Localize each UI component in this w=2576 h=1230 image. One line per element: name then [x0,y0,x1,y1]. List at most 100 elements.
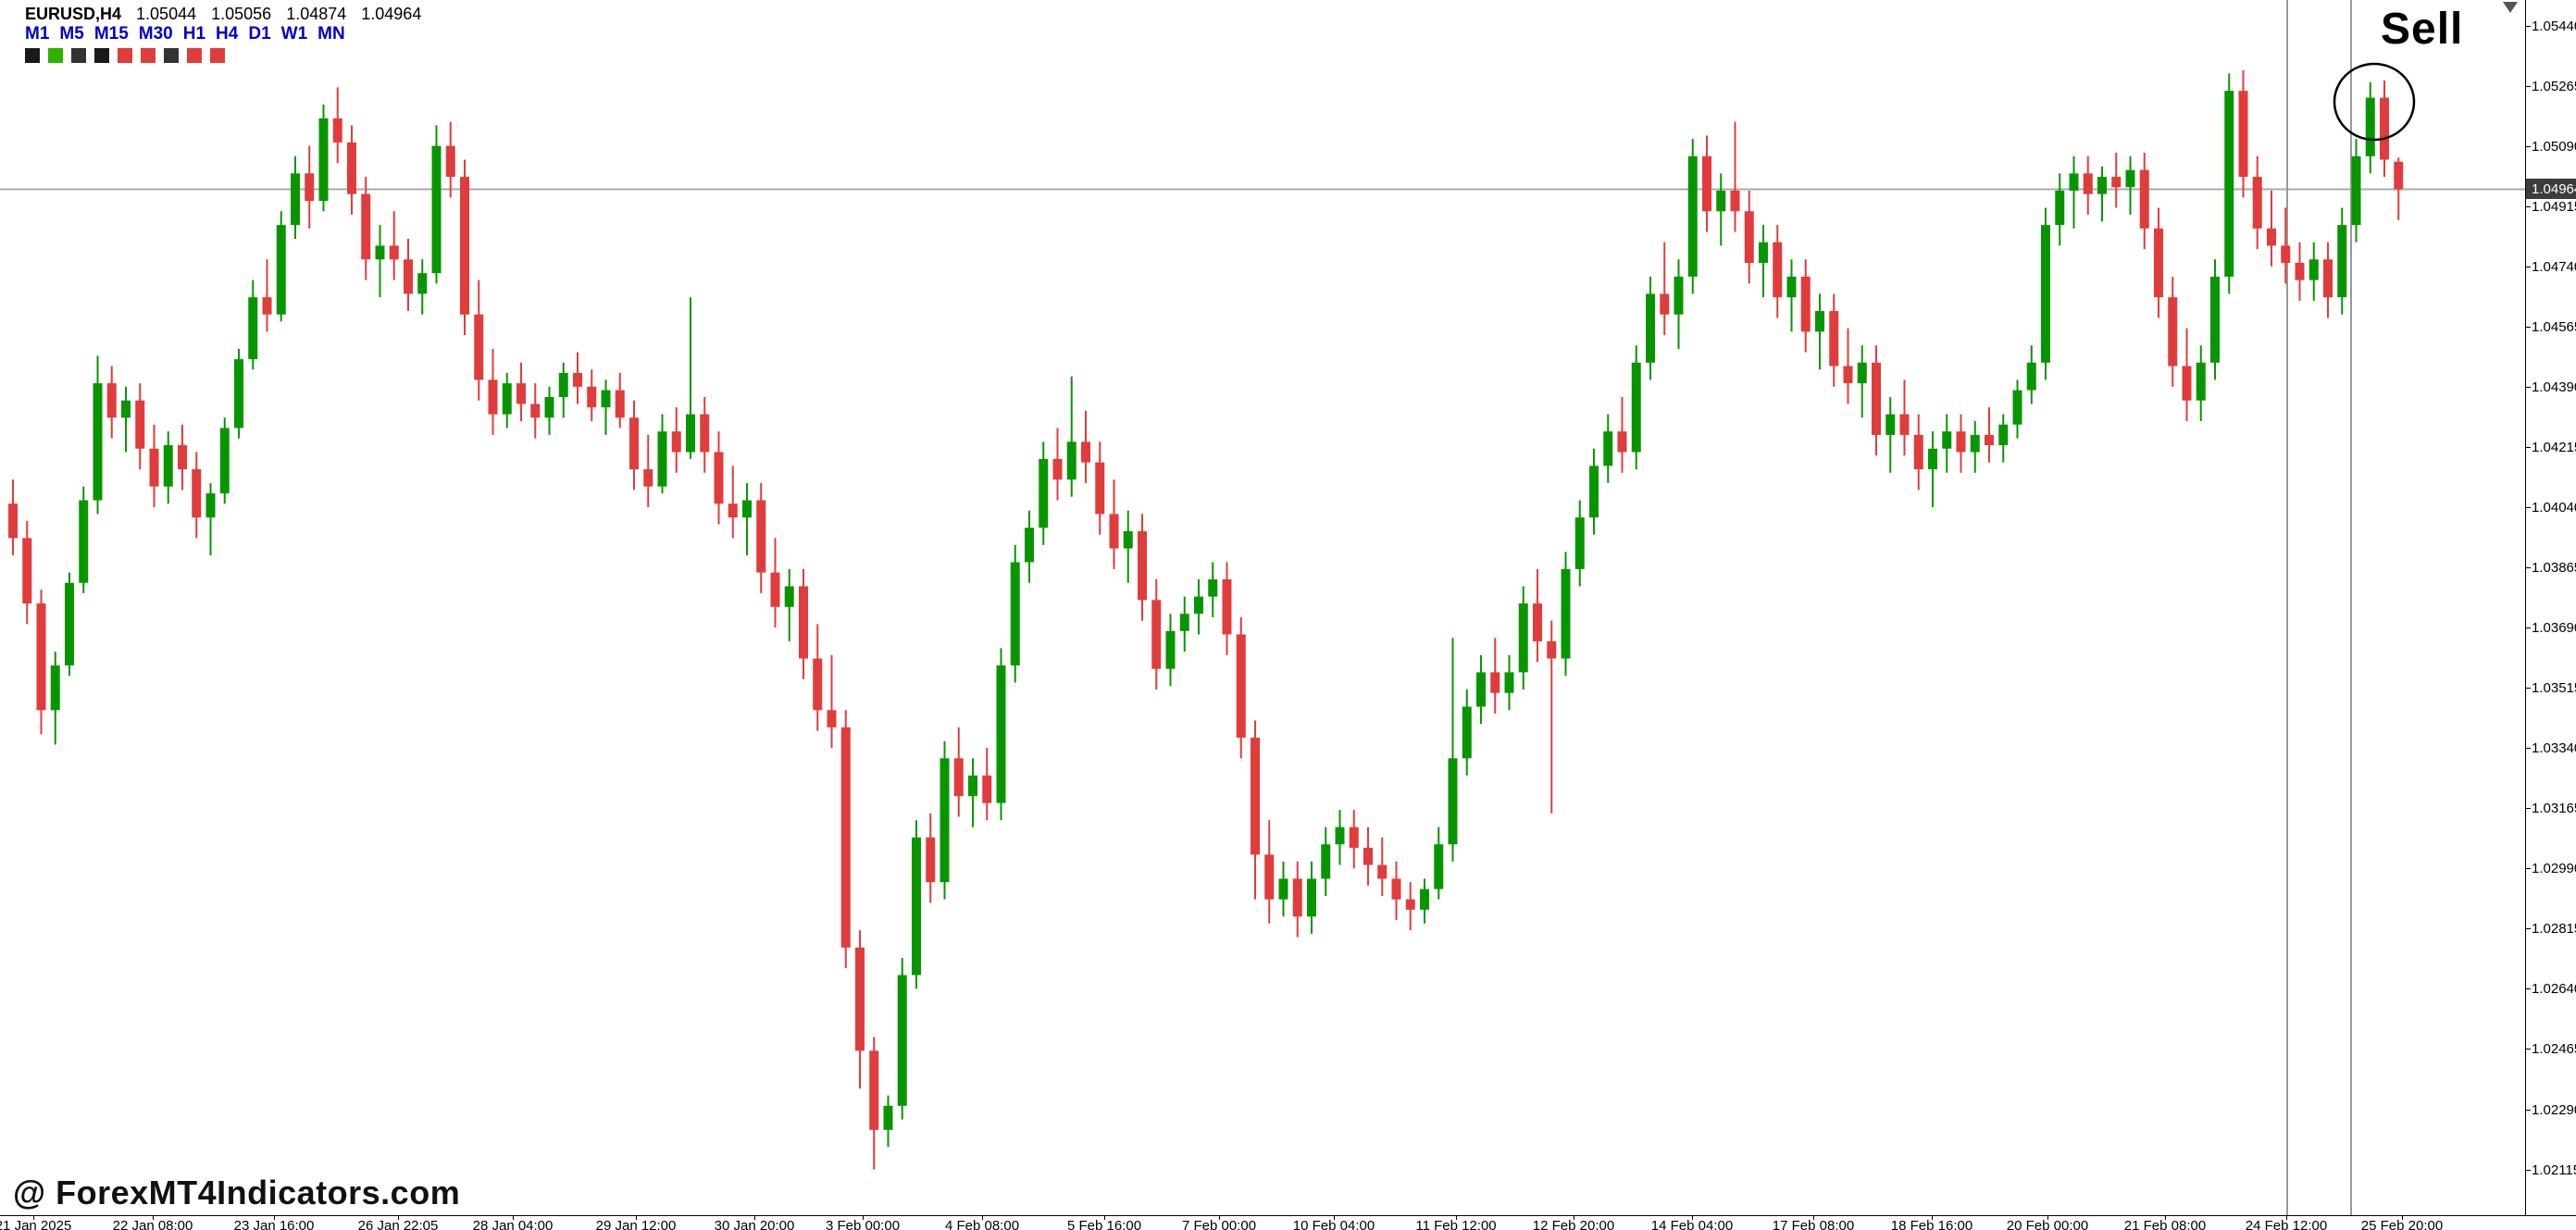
candle [361,177,371,280]
candle [1998,414,2009,463]
candle [375,225,385,298]
candle [178,424,187,491]
candle [1773,225,1783,318]
candle [1420,878,1429,924]
time-axis-tick [1334,1216,1335,1220]
candle [728,466,738,539]
timeframe-button-m15[interactable]: M15 [93,24,129,43]
candle [1391,861,1401,921]
indicator-swatch [118,48,132,63]
candle [460,159,469,336]
price-axis-tick [2526,808,2531,810]
time-axis-label: 20 Feb 00:00 [2006,1218,2089,1230]
indicator-swatch [71,48,86,63]
candle [1872,345,1881,456]
current-price-badge: 1.04964 [2526,179,2576,200]
candle [1687,139,1698,294]
price-axis-label: 1.03865 [2532,560,2576,576]
time-axis-label: 7 Feb 00:00 [1181,1218,1257,1230]
candle [1504,654,1514,711]
price-axis-tick [2526,868,2531,870]
candle [813,624,823,731]
time-axis-label: 10 Feb 04:00 [1292,1218,1375,1230]
candle [1674,259,1684,349]
time-axis-label: 25 Feb 20:00 [2360,1218,2444,1230]
time-axis-label: 28 Jan 04:00 [472,1218,554,1230]
timeframe-button-h1[interactable]: H1 [182,24,206,43]
candle [2097,166,2107,222]
timeframe-button-d1[interactable]: D1 [248,24,271,43]
candle [8,479,18,555]
time-axis-label: 24 Feb 12:00 [2245,1218,2328,1230]
time-axis-tick [2286,1216,2287,1220]
time-axis-label: 12 Feb 20:00 [1532,1218,1615,1230]
candle [1066,376,1076,497]
timeframe-button-m30[interactable]: M30 [138,24,173,43]
price-axis-label: 1.05440 [2532,18,2576,34]
price-axis-label: 1.02640 [2532,981,2576,998]
candle [1405,882,1415,931]
candle [601,379,611,435]
time-axis-tick [2047,1216,2048,1220]
candle [1123,510,1133,583]
candle [50,652,60,745]
timeframe-button-m5[interactable]: M5 [59,24,84,43]
candle [1335,810,1345,865]
candle [2323,242,2333,318]
candle [2351,139,2361,242]
candle [1970,421,1980,473]
price-axis-label: 1.03165 [2532,801,2576,817]
candle [22,520,32,625]
candle [587,369,597,422]
low-value: 1.04874 [286,5,347,23]
candle [2267,190,2276,267]
candle [2012,379,2022,439]
candle [1264,820,1275,924]
time-axis[interactable]: 21 Jan 2025 22 Jan 08:00 23 Jan 16:00 26 Ja… [0,1215,2576,1230]
indicator-swatch [48,48,63,63]
candle [784,568,794,641]
candle [347,125,356,215]
open-value: 1.05044 [136,5,197,23]
candle [1138,514,1147,621]
time-axis-label: 23 Jan 16:00 [233,1218,315,1230]
indicator-swatch [141,48,156,63]
candle [2154,207,2163,318]
candle [1307,861,1316,934]
chart-shift-marker-icon [2503,2,2518,13]
candle [2252,155,2262,250]
price-axis-tick [2526,1049,2531,1050]
timeframe-button-m1[interactable]: M1 [25,24,50,43]
timeframe-button-mn[interactable]: MN [317,24,345,43]
time-axis-tick [863,1216,864,1220]
candle [1589,448,1599,535]
candle [1786,259,1797,332]
candle [1800,259,1811,353]
candle [1349,810,1359,869]
candle [1095,441,1105,535]
price-axis-label: 1.02815 [2532,921,2576,938]
candle [1631,345,1641,470]
price-axis-tick [2526,506,2531,508]
candle [1899,379,1910,456]
candle [855,930,865,1089]
candle [1617,396,1627,473]
time-axis-tick [754,1216,755,1220]
candle [629,400,639,491]
candle [135,383,145,470]
time-axis-label: 4 Feb 08:00 [944,1218,1020,1230]
candle [291,155,300,239]
watermark-text: @ ForexMT4Indicators.com [13,1174,461,1211]
candle [36,590,46,735]
time-axis-label: 22 Jan 08:00 [112,1218,193,1230]
candle [1956,414,1966,473]
price-axis-label: 1.02115 [2532,1162,2576,1178]
candle [502,372,512,429]
price-axis-label: 1.04740 [2532,258,2576,275]
price-axis[interactable]: 1.04964 1.05440 1.05265 1.05090 1.04915 1.04… [2525,0,2576,1215]
price-axis-tick [2526,205,2531,207]
candle [2111,153,2122,208]
timeframe-button-w1[interactable]: W1 [280,24,308,43]
timeframe-button-h4[interactable]: H4 [216,24,239,43]
